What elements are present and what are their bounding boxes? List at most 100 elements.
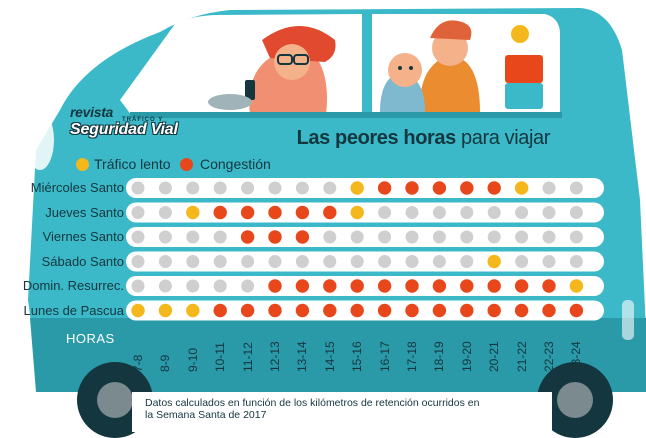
hour-label: 20-21	[487, 341, 502, 372]
taillight-icon	[622, 300, 634, 340]
cell-dot-congestion	[212, 302, 228, 319]
legend-congestion-dot	[180, 158, 193, 171]
cell-dot-slow	[349, 180, 365, 196]
cell-dot-empty	[186, 279, 200, 293]
cell-dot-empty	[323, 230, 337, 244]
cell-dot-empty	[378, 230, 392, 244]
cell-dot-empty	[350, 255, 364, 268]
hour-label: 14-15	[322, 341, 337, 372]
hour-label: 13-14	[295, 341, 310, 372]
title-light: para viajar	[461, 127, 550, 149]
cell-dot-empty	[569, 206, 583, 219]
cell-dot-congestion	[349, 302, 365, 319]
hour-label: 23-24	[569, 341, 584, 372]
cell-dot-congestion	[349, 278, 365, 294]
cell-dot-empty	[569, 181, 583, 195]
cell-dot-congestion	[376, 302, 393, 319]
cell-dot-congestion	[267, 229, 283, 245]
cell-dot-empty	[350, 230, 364, 244]
row-label: Jueves Santo	[45, 204, 124, 220]
hour-label: 7-8	[131, 354, 145, 372]
hour-label: 9-10	[185, 347, 200, 372]
cell-dot-empty	[186, 230, 200, 244]
cell-dot-empty	[405, 230, 419, 244]
cell-dot-empty	[186, 181, 200, 195]
cell-dot-empty	[213, 230, 227, 244]
cell-dot-congestion	[239, 204, 256, 221]
cell-dot-empty	[515, 230, 529, 244]
cell-dot-empty	[323, 255, 337, 268]
cell-dot-empty	[131, 279, 145, 293]
cell-dot-congestion	[431, 180, 448, 196]
cell-dot-empty	[542, 181, 556, 195]
cell-dot-empty	[295, 255, 309, 268]
rear-wheel-icon	[537, 362, 613, 438]
cell-dot-congestion	[404, 180, 420, 196]
hour-label: 17-18	[405, 341, 419, 372]
cell-dot-empty	[378, 206, 392, 219]
legend-slow-dot	[76, 158, 89, 171]
cell-dot-empty	[268, 181, 282, 195]
cell-dot-empty	[542, 206, 556, 219]
cell-dot-congestion	[376, 180, 393, 196]
cell-dot-empty	[268, 255, 282, 268]
cell-dot-empty	[515, 255, 529, 268]
cell-dot-empty	[569, 255, 583, 268]
cell-dot-congestion	[541, 278, 557, 294]
hour-label: 21-22	[514, 341, 529, 372]
cell-dot-slow	[130, 302, 146, 319]
cell-dot-slow	[513, 180, 530, 196]
cell-dot-empty	[158, 255, 172, 268]
page-title: Las peores horas para viajar	[0, 127, 551, 150]
row-label: Viernes Santo	[42, 229, 124, 244]
row-label: Sábado Santo	[41, 253, 124, 269]
cell-dot-congestion	[294, 278, 311, 294]
cell-dot-congestion	[513, 302, 530, 319]
cell-dot-congestion	[294, 229, 311, 245]
van-lower-body	[30, 318, 646, 392]
hour-label: 8-9	[158, 354, 173, 372]
cell-dot-slow	[157, 302, 174, 319]
headlight-icon	[26, 110, 54, 170]
hour-label: 15-16	[350, 341, 365, 372]
cell-dot-congestion	[294, 204, 311, 221]
traffic-grid	[126, 178, 604, 321]
cell-dot-congestion	[294, 302, 311, 319]
cell-dot-congestion	[239, 302, 256, 319]
cell-dot-empty	[241, 255, 255, 268]
cell-dot-empty	[432, 255, 446, 268]
cell-dot-congestion	[239, 229, 256, 245]
cell-dot-congestion	[486, 302, 502, 319]
cell-dot-empty	[131, 181, 145, 195]
cell-dot-empty	[131, 206, 145, 219]
hour-label: 10-11	[213, 342, 228, 372]
cell-dot-empty	[405, 206, 419, 219]
logo-top-text: revista	[70, 104, 114, 120]
logo-middle-text: TRÁFICO Y	[122, 117, 164, 123]
hour-label: 22-23	[542, 341, 556, 372]
cell-dot-congestion	[376, 278, 393, 294]
cell-dot-empty	[460, 230, 474, 244]
cell-dot-congestion	[459, 180, 475, 196]
cell-dot-congestion	[404, 302, 420, 319]
cell-dot-congestion	[486, 278, 502, 294]
cell-dot-congestion	[459, 302, 475, 319]
cell-dot-slow	[568, 278, 585, 294]
cell-dot-empty	[460, 255, 474, 268]
cell-dot-empty	[158, 279, 172, 293]
cell-dot-congestion	[322, 204, 338, 221]
cell-dot-congestion	[459, 278, 475, 294]
cell-dot-congestion	[513, 278, 530, 294]
window-pillar	[362, 12, 372, 116]
cell-dot-empty	[432, 230, 446, 244]
cell-dot-empty	[460, 206, 474, 219]
hour-label: 19-20	[459, 341, 474, 372]
cell-dot-congestion	[267, 278, 283, 294]
cell-dot-empty	[158, 230, 172, 244]
cell-dot-empty	[378, 255, 392, 268]
logo-main-text: Seguridad Vial	[70, 121, 178, 138]
cell-dot-empty	[131, 230, 145, 244]
cell-dot-empty	[323, 181, 337, 195]
cell-dot-empty	[542, 255, 556, 268]
footnote: Datos calculados en función de los kilóm…	[145, 397, 480, 421]
